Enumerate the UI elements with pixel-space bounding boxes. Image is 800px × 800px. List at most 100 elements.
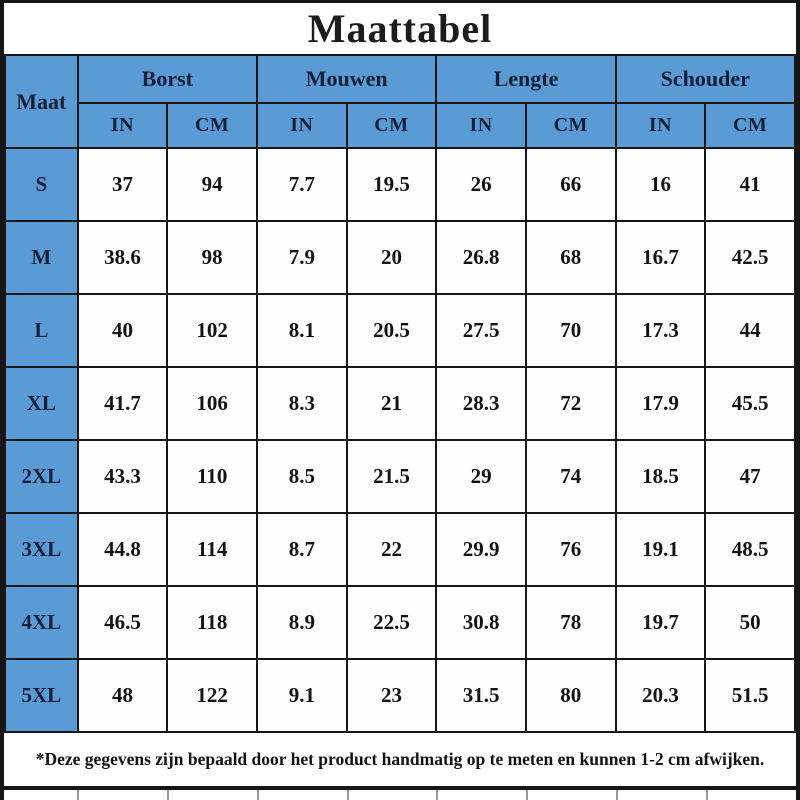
value-cell: 22.5 bbox=[345, 585, 438, 660]
grid-tick bbox=[166, 790, 169, 800]
value-cell: 16 bbox=[614, 147, 707, 222]
value-cell: 41 bbox=[704, 147, 796, 222]
grid-tick bbox=[256, 790, 259, 800]
value-cell: 22 bbox=[345, 512, 438, 587]
unit-header: CM bbox=[345, 102, 438, 149]
value-cell: 47 bbox=[704, 439, 796, 514]
value-cell: 8.7 bbox=[255, 512, 348, 587]
grid-tick bbox=[436, 790, 439, 800]
value-cell: 17.3 bbox=[614, 293, 707, 368]
grid-tick bbox=[526, 790, 529, 800]
unit-header: IN bbox=[435, 102, 527, 149]
size-label-cell: M bbox=[4, 220, 79, 295]
value-cell: 29 bbox=[435, 439, 527, 514]
table-row-xl: XL 41.7 106 8.3 21 28.3 72 17.9 45.5 bbox=[4, 366, 796, 441]
value-cell: 76 bbox=[524, 512, 617, 587]
grid-tick bbox=[616, 790, 619, 800]
unit-header: IN bbox=[76, 102, 169, 149]
value-cell: 118 bbox=[166, 585, 258, 660]
unit-header: CM bbox=[704, 102, 796, 149]
size-label-cell: 3XL bbox=[4, 512, 79, 587]
value-cell: 42.5 bbox=[704, 220, 796, 295]
value-cell: 106 bbox=[166, 366, 258, 441]
size-label-cell: S bbox=[4, 147, 79, 222]
table-row-4xl: 4XL 46.5 118 8.9 22.5 30.8 78 19.7 50 bbox=[4, 585, 796, 660]
value-cell: 44 bbox=[704, 293, 796, 368]
value-cell: 68 bbox=[524, 220, 617, 295]
unit-header: CM bbox=[166, 102, 258, 149]
value-cell: 41.7 bbox=[76, 366, 169, 441]
value-cell: 9.1 bbox=[255, 658, 348, 733]
value-cell: 16.7 bbox=[614, 220, 707, 295]
value-cell: 20.3 bbox=[614, 658, 707, 733]
value-cell: 38.6 bbox=[76, 220, 169, 295]
value-cell: 50 bbox=[704, 585, 796, 660]
size-label-cell: 4XL bbox=[4, 585, 79, 660]
value-cell: 40 bbox=[76, 293, 169, 368]
unit-header: IN bbox=[255, 102, 348, 149]
grid-tick bbox=[706, 790, 709, 800]
value-cell: 110 bbox=[166, 439, 258, 514]
size-column-header: Maat bbox=[4, 54, 79, 149]
table-row-5xl: 5XL 48 122 9.1 23 31.5 80 20.3 51.5 bbox=[4, 658, 796, 733]
value-cell: 26 bbox=[435, 147, 527, 222]
value-cell: 78 bbox=[524, 585, 617, 660]
table-row-s: S 37 94 7.7 19.5 26 66 16 41 bbox=[4, 147, 796, 222]
title-row: Maattabel bbox=[4, 3, 796, 54]
value-cell: 51.5 bbox=[704, 658, 796, 733]
value-cell: 29.9 bbox=[435, 512, 527, 587]
next-table-edge bbox=[4, 790, 796, 800]
table-row-2xl: 2XL 43.3 110 8.5 21.5 29 74 18.5 47 bbox=[4, 439, 796, 514]
value-cell: 94 bbox=[166, 147, 258, 222]
footnote-row: *Deze gegevens zijn bepaald door het pro… bbox=[4, 733, 796, 790]
value-cell: 46.5 bbox=[76, 585, 169, 660]
value-cell: 70 bbox=[524, 293, 617, 368]
value-cell: 20 bbox=[345, 220, 438, 295]
table-row-3xl: 3XL 44.8 114 8.7 22 29.9 76 19.1 48.5 bbox=[4, 512, 796, 587]
table-row-m: M 38.6 98 7.9 20 26.8 68 16.7 42.5 bbox=[4, 220, 796, 295]
value-cell: 7.7 bbox=[255, 147, 348, 222]
table-row-l: L 40 102 8.1 20.5 27.5 70 17.3 44 bbox=[4, 293, 796, 368]
value-cell: 28.3 bbox=[435, 366, 527, 441]
value-cell: 43.3 bbox=[76, 439, 169, 514]
column-group-header-mouwen: Mouwen bbox=[255, 54, 438, 104]
value-cell: 7.9 bbox=[255, 220, 348, 295]
value-cell: 45.5 bbox=[704, 366, 796, 441]
value-cell: 19.7 bbox=[614, 585, 707, 660]
value-cell: 19.5 bbox=[345, 147, 438, 222]
size-label-cell: XL bbox=[4, 366, 79, 441]
value-cell: 48.5 bbox=[704, 512, 796, 587]
value-cell: 8.3 bbox=[255, 366, 348, 441]
value-cell: 30.8 bbox=[435, 585, 527, 660]
grid-tick bbox=[346, 790, 349, 800]
size-label-cell: 5XL bbox=[4, 658, 79, 733]
value-cell: 31.5 bbox=[435, 658, 527, 733]
size-table: Maat Borst Mouwen Lengte Schouder IN CM … bbox=[4, 54, 797, 733]
value-cell: 26.8 bbox=[435, 220, 527, 295]
value-cell: 122 bbox=[166, 658, 258, 733]
value-cell: 74 bbox=[524, 439, 617, 514]
value-cell: 102 bbox=[166, 293, 258, 368]
value-cell: 18.5 bbox=[614, 439, 707, 514]
page-title: Maattabel bbox=[307, 5, 493, 51]
value-cell: 8.1 bbox=[255, 293, 348, 368]
value-cell: 72 bbox=[524, 366, 617, 441]
value-cell: 23 bbox=[345, 658, 438, 733]
value-cell: 27.5 bbox=[435, 293, 527, 368]
unit-header: CM bbox=[524, 102, 617, 149]
unit-header: IN bbox=[614, 102, 707, 149]
value-cell: 44.8 bbox=[76, 512, 169, 587]
value-cell: 21 bbox=[345, 366, 438, 441]
value-cell: 19.1 bbox=[614, 512, 707, 587]
footnote: *Deze gegevens zijn bepaald door het pro… bbox=[35, 749, 765, 769]
grid-tick bbox=[76, 790, 79, 800]
value-cell: 80 bbox=[524, 658, 617, 733]
value-cell: 20.5 bbox=[345, 293, 438, 368]
value-cell: 17.9 bbox=[614, 366, 707, 441]
value-cell: 21.5 bbox=[345, 439, 438, 514]
size-label-cell: L bbox=[4, 293, 79, 368]
column-group-header-schouder: Schouder bbox=[614, 54, 797, 104]
value-cell: 114 bbox=[166, 512, 258, 587]
value-cell: 37 bbox=[76, 147, 169, 222]
